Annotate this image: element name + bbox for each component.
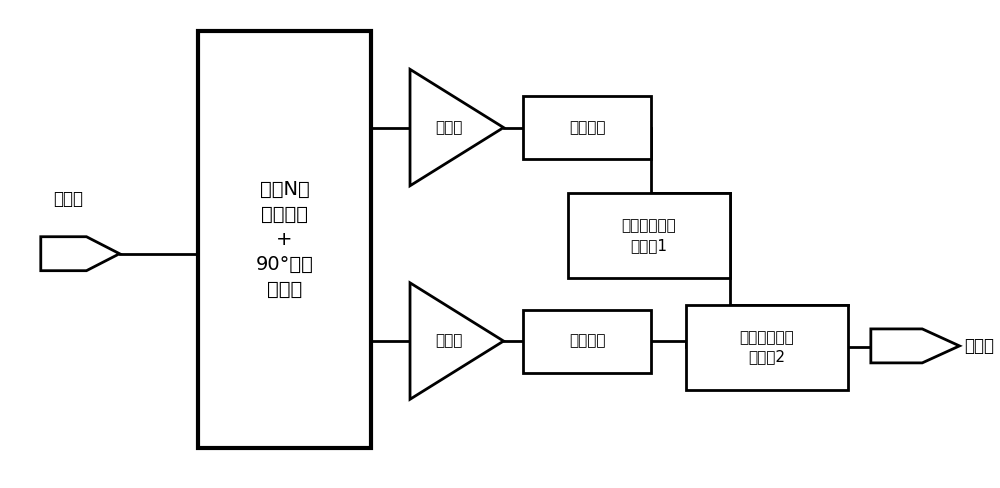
Text: 双频N路
功率分配
+
90°相位
差输出: 双频N路 功率分配 + 90°相位 差输出 <box>256 180 313 299</box>
Bar <box>198 31 371 448</box>
Text: 四分之一波长
传输线1: 四分之一波长 传输线1 <box>621 218 676 253</box>
Polygon shape <box>410 283 504 399</box>
Polygon shape <box>871 329 959 363</box>
Bar <box>523 96 651 159</box>
Text: 辅功放: 辅功放 <box>436 333 463 348</box>
Text: 主功放: 主功放 <box>436 120 463 135</box>
Polygon shape <box>41 237 120 271</box>
Text: 辅延迟线: 辅延迟线 <box>569 333 606 348</box>
Text: 四分之一波长
传输线2: 四分之一波长 传输线2 <box>740 330 794 365</box>
Bar <box>523 309 651 372</box>
Bar <box>568 193 730 278</box>
Polygon shape <box>410 69 504 186</box>
Text: 输出端: 输出端 <box>964 337 994 355</box>
Text: 主延迟线: 主延迟线 <box>569 120 606 135</box>
Text: 输入端: 输入端 <box>53 190 83 207</box>
Bar <box>686 305 848 389</box>
